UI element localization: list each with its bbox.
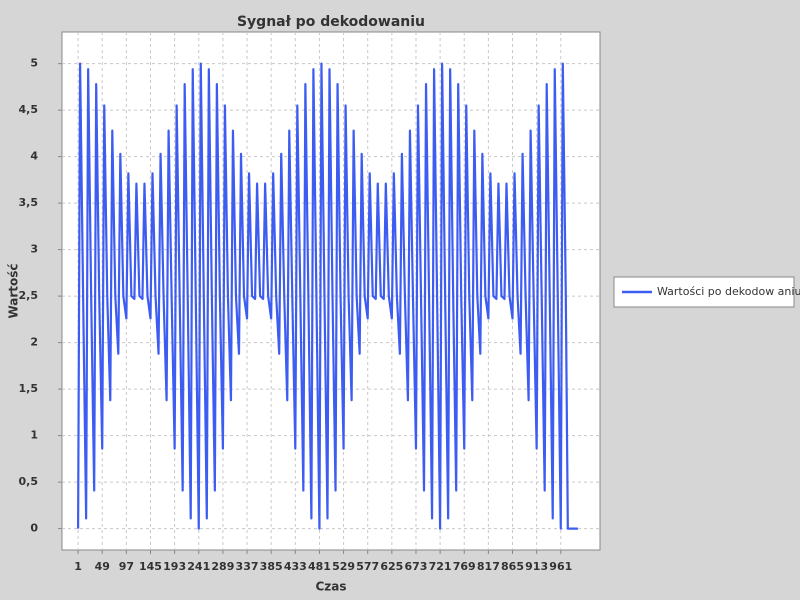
chart-title: Sygnał po dekodowaniu <box>237 14 425 30</box>
y-tick-label: 3 <box>30 243 38 256</box>
x-tick-label: 577 <box>356 560 379 573</box>
x-tick-label: 817 <box>477 560 500 573</box>
x-tick-label: 673 <box>404 560 427 573</box>
x-tick-label: 913 <box>525 560 548 573</box>
x-tick-label: 865 <box>501 560 524 573</box>
y-axis-label: Wartość <box>7 263 21 318</box>
x-tick-label: 481 <box>308 560 331 573</box>
y-tick-label: 0,5 <box>19 475 39 488</box>
x-tick-label: 433 <box>284 560 307 573</box>
y-tick-label: 2,5 <box>19 289 39 302</box>
line-series <box>76 62 578 530</box>
x-tick-label: 289 <box>211 560 234 573</box>
x-tick-label: 385 <box>260 560 283 573</box>
y-tick-label: 4,5 <box>19 103 39 116</box>
y-tick-label: 0 <box>30 522 38 535</box>
legend-label: Wartości po dekodow aniu <box>657 285 800 298</box>
x-tick-label: 337 <box>236 560 259 573</box>
y-tick-label: 3,5 <box>19 196 39 209</box>
x-tick-label: 529 <box>332 560 355 573</box>
x-tick-label: 145 <box>139 560 162 573</box>
x-tick-label: 625 <box>380 560 403 573</box>
x-tick-label: 193 <box>163 560 186 573</box>
x-axis-label: Czas <box>315 580 346 594</box>
y-tick-label: 2 <box>30 336 38 349</box>
y-tick-label: 5 <box>30 57 38 70</box>
x-tick-label: 49 <box>95 560 110 573</box>
y-tick-label: 1 <box>30 429 38 442</box>
x-tick-label: 241 <box>187 560 210 573</box>
x-tick-label: 721 <box>429 560 452 573</box>
x-tick-label: 97 <box>119 560 134 573</box>
x-tick-label: 769 <box>453 560 476 573</box>
y-tick-label: 1,5 <box>19 382 39 395</box>
x-tick-label: 961 <box>549 560 572 573</box>
x-tick-label: 1 <box>74 560 82 573</box>
y-tick-label: 4 <box>30 150 38 163</box>
